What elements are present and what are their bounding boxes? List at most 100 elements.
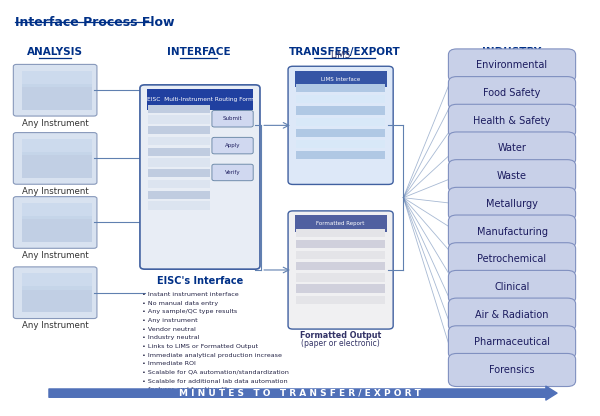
Text: Forensics: Forensics: [489, 365, 535, 375]
Text: • Any instrument: • Any instrument: [142, 318, 197, 323]
Text: Formatted Output: Formatted Output: [300, 331, 381, 340]
Bar: [296, 129, 385, 137]
FancyBboxPatch shape: [448, 298, 575, 331]
FancyBboxPatch shape: [288, 211, 393, 329]
Text: • No manual data entry: • No manual data entry: [142, 301, 218, 306]
Text: • Links to LIMS or Formatted Output: • Links to LIMS or Formatted Output: [142, 344, 258, 349]
FancyArrowPatch shape: [49, 386, 557, 400]
FancyBboxPatch shape: [448, 132, 575, 165]
Text: ANALYSIS: ANALYSIS: [27, 47, 83, 57]
FancyBboxPatch shape: [212, 137, 253, 154]
FancyBboxPatch shape: [448, 187, 575, 220]
Bar: [296, 140, 385, 148]
FancyBboxPatch shape: [140, 85, 260, 269]
Text: Water: Water: [497, 144, 526, 154]
Bar: [148, 191, 209, 199]
Bar: [22, 286, 92, 312]
Bar: [296, 95, 385, 104]
Bar: [296, 151, 385, 159]
Text: Pharmaceutical: Pharmaceutical: [474, 337, 550, 347]
Bar: [148, 137, 209, 145]
FancyBboxPatch shape: [448, 104, 575, 137]
Text: features and functionality: features and functionality: [142, 387, 231, 392]
Bar: [148, 180, 209, 188]
Text: • Instant instrument interface: • Instant instrument interface: [142, 292, 238, 297]
FancyBboxPatch shape: [448, 215, 575, 248]
Bar: [295, 215, 386, 232]
Text: LIMS: LIMS: [331, 52, 351, 60]
Text: EISC's Interface: EISC's Interface: [157, 276, 243, 286]
Bar: [296, 285, 385, 293]
Text: Environmental: Environmental: [476, 60, 548, 70]
Bar: [148, 158, 209, 167]
Bar: [148, 201, 209, 210]
FancyBboxPatch shape: [13, 197, 97, 248]
Bar: [22, 152, 92, 178]
Text: Air & Radiation: Air & Radiation: [475, 310, 549, 319]
Text: Any Instrument: Any Instrument: [22, 251, 89, 260]
Text: Interface Process Flow: Interface Process Flow: [14, 16, 174, 29]
Bar: [148, 169, 209, 177]
Bar: [22, 216, 92, 242]
Bar: [296, 296, 385, 304]
FancyBboxPatch shape: [212, 164, 253, 181]
Text: Petrochemical: Petrochemical: [478, 254, 547, 264]
Text: Manufacturing: Manufacturing: [476, 227, 548, 237]
Text: Any Instrument: Any Instrument: [22, 322, 89, 330]
Bar: [148, 105, 209, 113]
Text: Waste: Waste: [497, 171, 527, 181]
Bar: [22, 203, 92, 219]
FancyBboxPatch shape: [448, 77, 575, 110]
Text: M I N U T E S   T O   T R A N S F E R / E X P O R T: M I N U T E S T O T R A N S F E R / E X …: [179, 389, 421, 398]
Bar: [22, 273, 92, 290]
Text: Clinical: Clinical: [494, 282, 530, 292]
Bar: [148, 115, 209, 124]
Bar: [296, 106, 385, 115]
Bar: [296, 273, 385, 282]
Bar: [296, 84, 385, 92]
Bar: [296, 240, 385, 248]
Bar: [296, 117, 385, 126]
Bar: [148, 126, 209, 134]
Text: TRANSFER/EXPORT: TRANSFER/EXPORT: [289, 47, 401, 57]
Bar: [296, 229, 385, 237]
Text: (paper or electronic): (paper or electronic): [301, 339, 380, 349]
Bar: [22, 70, 92, 87]
FancyBboxPatch shape: [288, 66, 393, 184]
Text: INTERFACE: INTERFACE: [167, 47, 230, 57]
Bar: [296, 262, 385, 270]
FancyBboxPatch shape: [212, 111, 253, 127]
Text: Verify: Verify: [225, 170, 241, 175]
Text: INDUSTRY: INDUSTRY: [482, 47, 542, 57]
FancyBboxPatch shape: [13, 267, 97, 319]
Text: Any Instrument: Any Instrument: [22, 119, 89, 128]
FancyBboxPatch shape: [448, 243, 575, 276]
Text: Apply: Apply: [225, 143, 241, 148]
Text: • Industry neutral: • Industry neutral: [142, 335, 199, 340]
Bar: [146, 89, 253, 110]
FancyBboxPatch shape: [13, 133, 97, 184]
Text: Metallurgy: Metallurgy: [486, 199, 538, 209]
Text: Formatted Report: Formatted Report: [316, 221, 365, 226]
Text: Any Instrument: Any Instrument: [22, 187, 89, 196]
Bar: [22, 139, 92, 155]
Text: • Scalable for additional lab data automation: • Scalable for additional lab data autom…: [142, 379, 287, 384]
FancyBboxPatch shape: [448, 354, 575, 386]
FancyBboxPatch shape: [448, 160, 575, 193]
Text: • Any sample/QC type results: • Any sample/QC type results: [142, 309, 237, 314]
FancyBboxPatch shape: [448, 326, 575, 359]
Bar: [295, 71, 386, 87]
Text: • Scalable for QA automation/standardization: • Scalable for QA automation/standardiza…: [142, 370, 289, 375]
Text: Food Safety: Food Safety: [484, 88, 541, 98]
FancyBboxPatch shape: [448, 270, 575, 303]
Text: EISC  Multi-Instrument Routing Form: EISC Multi-Instrument Routing Form: [146, 97, 253, 102]
Text: • Immediate ROI: • Immediate ROI: [142, 362, 196, 366]
Bar: [296, 251, 385, 259]
Bar: [22, 84, 92, 110]
Text: • Vendor neutral: • Vendor neutral: [142, 327, 196, 332]
Bar: [148, 148, 209, 156]
FancyBboxPatch shape: [448, 49, 575, 82]
FancyBboxPatch shape: [13, 64, 97, 116]
Text: Health & Safety: Health & Safety: [473, 116, 551, 126]
Text: LIMS Interface: LIMS Interface: [321, 77, 360, 82]
